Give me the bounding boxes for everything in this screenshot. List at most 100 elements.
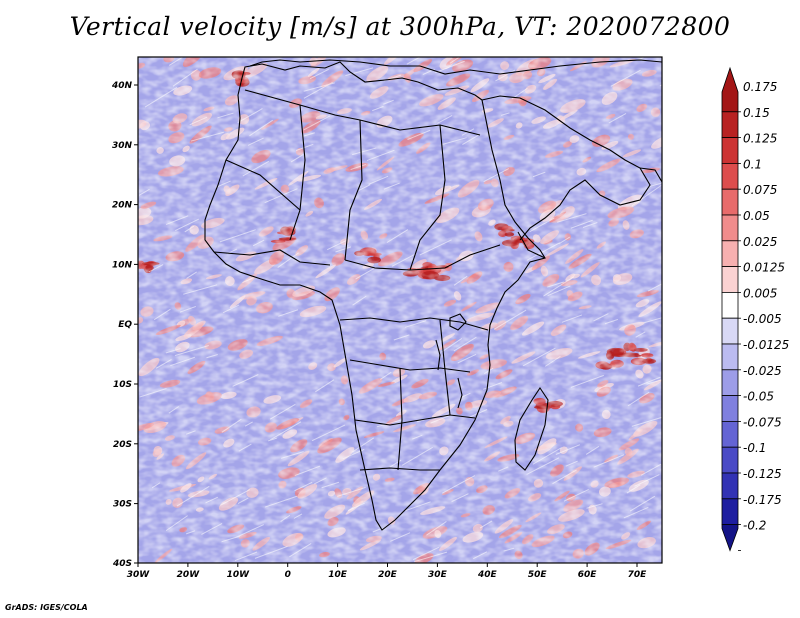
flow-streak (183, 284, 218, 295)
flow-streak (627, 391, 650, 407)
colorbar-label: 0.0125 (743, 261, 785, 275)
flow-streak (179, 305, 197, 313)
flow-streak (383, 99, 394, 105)
flow-streak (242, 276, 255, 283)
colorbar-swatch (721, 291, 739, 319)
flow-streak (532, 171, 546, 178)
flow-streak (610, 69, 641, 87)
flow-streak (404, 320, 427, 328)
flow-streak (529, 217, 555, 233)
flow-streak (289, 543, 312, 558)
horn-africa (517, 231, 546, 259)
flow-streak (593, 454, 625, 468)
flow-streak (355, 267, 375, 280)
flow-streak (303, 82, 335, 92)
lon-label: 50E (528, 570, 548, 580)
flow-streak (526, 457, 560, 475)
flow-streak (442, 475, 476, 494)
colorbar-label: 0.005 (743, 286, 777, 300)
lake-victoria (449, 313, 467, 331)
flow-streak (561, 314, 583, 323)
lon-label: 20W (177, 570, 201, 580)
colorbar-swatch (721, 111, 739, 139)
grads-credit: GrADS: IGES/COLA (5, 603, 88, 612)
colorbar-label: -0.05 (743, 390, 774, 404)
colorbar-swatch (721, 162, 739, 190)
field-noise-texture (138, 57, 662, 563)
border-line (213, 249, 331, 266)
colorbar-label: -0.075 (743, 415, 782, 429)
colorbar-label: -0.125 (743, 467, 782, 481)
flow-streak (303, 115, 331, 131)
flow-streak (644, 317, 662, 324)
flow-streak (586, 503, 603, 509)
flow-streak (350, 164, 366, 171)
flow-streak (303, 132, 315, 137)
flow-streak (201, 523, 223, 535)
flow-streak (237, 108, 263, 124)
flow-streak (176, 485, 210, 507)
flow-streak (442, 137, 467, 145)
flow-streak (532, 447, 562, 465)
flow-streak (311, 424, 346, 442)
flow-streak (390, 532, 411, 542)
colorbar-swatch (721, 188, 739, 216)
flow-streak (368, 175, 389, 185)
flow-streak (585, 445, 600, 455)
flow-streak (393, 334, 410, 341)
flow-streak (237, 497, 249, 504)
lat-label: 10N (112, 260, 133, 270)
colorbar-swatch (721, 317, 739, 345)
flow-streak (315, 379, 335, 393)
flow-streak (168, 406, 180, 414)
flow-streak (294, 481, 313, 492)
colorbar-swatch (721, 369, 739, 396)
flow-streak (252, 239, 265, 247)
colorbar-label: 0.15 (743, 106, 770, 120)
flow-streak (238, 443, 252, 452)
flow-streak (631, 416, 662, 427)
flow-streak (222, 304, 240, 314)
colorbar-label: 0.1 (743, 157, 762, 171)
flow-streak (264, 188, 298, 204)
flow-streak (372, 105, 384, 112)
flow-streak (153, 308, 171, 321)
flow-streak (352, 437, 375, 453)
flow-streak (430, 415, 450, 424)
flow-streak (321, 481, 340, 489)
flow-streak (451, 493, 469, 503)
lon-label: 10E (328, 570, 348, 580)
flow-streak (234, 551, 258, 562)
colorbar-label: 0.025 (743, 235, 777, 249)
flow-streak (175, 218, 200, 232)
colorbar-label: 0.125 (743, 132, 777, 146)
colorbar-label: -0.175 (743, 493, 782, 507)
flow-streak (640, 463, 662, 476)
colorbar-label: 0.175 (743, 80, 777, 94)
lat-label: 30N (112, 141, 133, 151)
colorbar-swatch (721, 498, 739, 525)
flow-streak (383, 182, 400, 190)
lat-label: 20N (112, 201, 133, 211)
flow-streak (547, 281, 564, 288)
flow-streak (526, 242, 561, 261)
flow-streak (309, 68, 329, 80)
flow-streak (608, 112, 627, 124)
colorbar-swatch (721, 240, 739, 268)
colorbar-label: -0.1 (743, 441, 766, 455)
flow-streak (206, 353, 218, 359)
colorbar-swatch (721, 343, 739, 371)
border-line (354, 414, 476, 426)
vertical-velocity-field (138, 57, 662, 563)
coastlines-borders (204, 59, 662, 531)
flow-streak (401, 446, 433, 466)
lake-tanganyika (435, 339, 441, 371)
flow-streak (293, 513, 303, 519)
lat-label: 40N (111, 81, 133, 91)
border-line (397, 367, 403, 471)
flow-streak (352, 147, 377, 156)
flow-streak (254, 545, 288, 559)
flow-streak (634, 474, 660, 487)
flow-streak (638, 57, 646, 61)
